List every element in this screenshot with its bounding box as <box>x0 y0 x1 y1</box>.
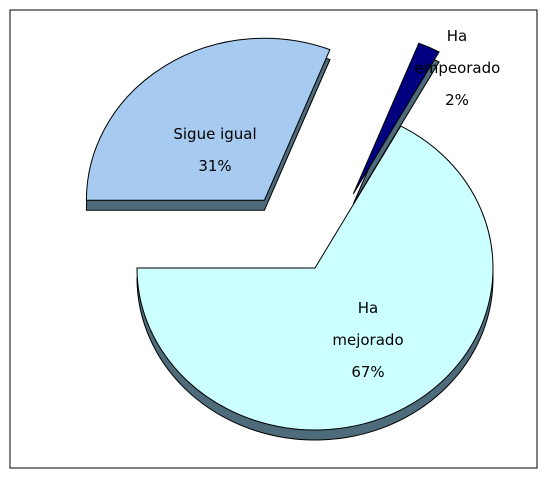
value-label: 31% <box>198 157 232 175</box>
slice <box>136 125 494 431</box>
slice-label: Sigue igual <box>173 125 257 143</box>
slice-label: Ha empeorado <box>414 27 501 77</box>
chart-frame <box>9 9 538 469</box>
slice <box>352 42 440 195</box>
data-label: Ha mejorado 67% <box>328 292 408 388</box>
value-label: 67% <box>351 363 385 381</box>
data-label: Sigue igual 31% <box>150 118 280 182</box>
slice <box>85 37 331 201</box>
value-label: 2% <box>445 91 469 109</box>
slice-label: Ha mejorado <box>332 299 404 349</box>
data-label: Ha empeorado 2% <box>414 20 501 116</box>
